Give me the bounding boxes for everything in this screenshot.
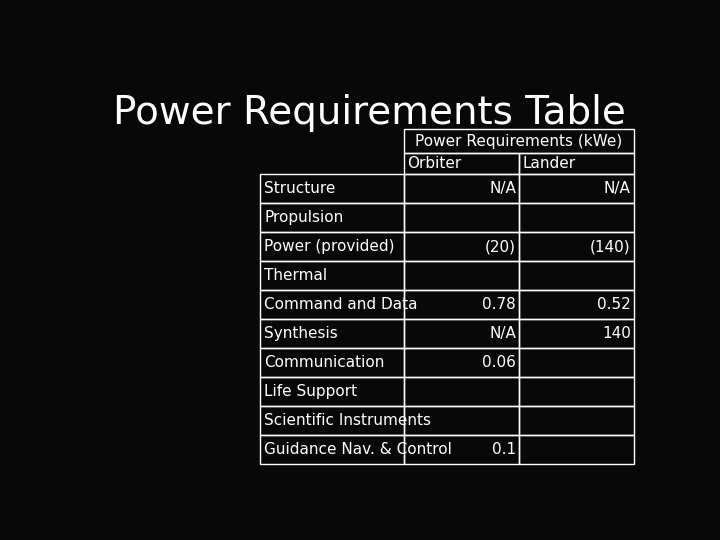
Bar [404, 348, 519, 377]
Bar [519, 290, 634, 319]
Bar [519, 319, 634, 348]
Text: 140: 140 [602, 326, 631, 341]
Text: Propulsion: Propulsion [264, 210, 343, 225]
Bar [260, 261, 404, 290]
Text: (140): (140) [590, 239, 631, 254]
Bar [519, 377, 634, 406]
Bar [260, 406, 404, 435]
Text: Power Requirements (kWe): Power Requirements (kWe) [415, 134, 623, 149]
Bar [519, 435, 634, 464]
Text: 0.06: 0.06 [482, 355, 516, 370]
Bar [404, 319, 519, 348]
Bar [260, 290, 404, 319]
Text: Command and Data: Command and Data [264, 297, 418, 312]
Text: Thermal: Thermal [264, 268, 327, 283]
Bar [260, 203, 404, 232]
Text: Orbiter: Orbiter [407, 156, 462, 171]
Text: Lander: Lander [522, 156, 575, 171]
Text: Guidance Nav. & Control: Guidance Nav. & Control [264, 442, 452, 457]
Bar [519, 261, 634, 290]
Bar [260, 232, 404, 261]
Bar [519, 153, 634, 174]
Bar [519, 174, 634, 203]
Bar [404, 435, 519, 464]
Bar [519, 203, 634, 232]
Text: N/A: N/A [489, 181, 516, 196]
Text: Scientific Instruments: Scientific Instruments [264, 413, 431, 428]
Text: Power (provided): Power (provided) [264, 239, 395, 254]
Text: N/A: N/A [489, 326, 516, 341]
Bar [260, 435, 404, 464]
Bar [260, 377, 404, 406]
Text: Life Support: Life Support [264, 384, 357, 399]
Text: 0.1: 0.1 [492, 442, 516, 457]
Bar [519, 348, 634, 377]
Bar [404, 290, 519, 319]
Bar [519, 232, 634, 261]
Bar [404, 174, 519, 203]
Bar [404, 377, 519, 406]
Text: Structure: Structure [264, 181, 336, 196]
Text: Power Requirements Table: Power Requirements Table [112, 94, 626, 132]
Bar [404, 203, 519, 232]
Bar [404, 153, 519, 174]
Bar [260, 174, 404, 203]
Bar [260, 348, 404, 377]
Bar [404, 261, 519, 290]
Bar [260, 319, 404, 348]
Text: N/A: N/A [604, 181, 631, 196]
Bar [404, 129, 634, 153]
Bar [404, 406, 519, 435]
Text: Synthesis: Synthesis [264, 326, 338, 341]
Bar [404, 232, 519, 261]
Text: 0.52: 0.52 [597, 297, 631, 312]
Text: Communication: Communication [264, 355, 384, 370]
Bar [519, 406, 634, 435]
Text: 0.78: 0.78 [482, 297, 516, 312]
Text: (20): (20) [485, 239, 516, 254]
